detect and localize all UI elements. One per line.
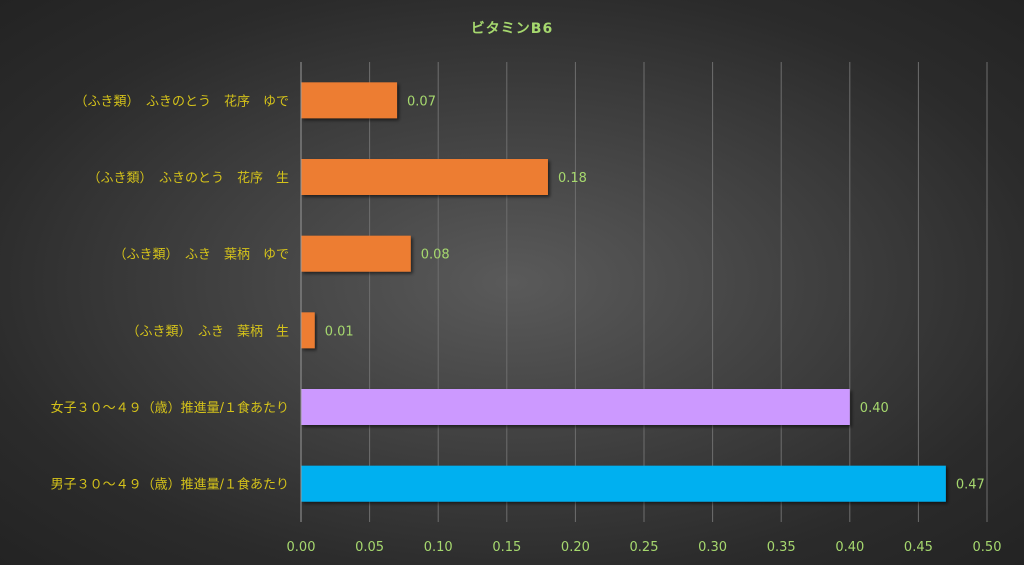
bar xyxy=(301,465,946,502)
data-label: 0.01 xyxy=(325,324,354,339)
data-label: 0.08 xyxy=(421,248,450,263)
data-label: 0.47 xyxy=(956,478,985,493)
x-tick-label: 0.40 xyxy=(835,540,864,555)
x-tick-label: 0.05 xyxy=(355,540,384,555)
x-tick-label: 0.35 xyxy=(767,540,796,555)
x-tick-label: 0.20 xyxy=(561,540,590,555)
x-tick-label: 0.15 xyxy=(492,540,521,555)
bar xyxy=(301,312,315,349)
bar xyxy=(301,159,548,195)
x-tick-label: 0.50 xyxy=(973,540,1002,555)
x-tick-label: 0.45 xyxy=(904,540,933,555)
x-tick-label: 0.30 xyxy=(698,540,727,555)
data-label: 0.18 xyxy=(558,171,587,186)
category-label: （ふき類） ふき 葉柄 ゆで xyxy=(113,248,289,263)
bar xyxy=(301,389,850,425)
category-label: （ふき類） ふきのとう 花序 ゆで xyxy=(74,93,289,109)
category-label: 男子３０～４９（歳）推進量/１食あたり xyxy=(51,477,289,493)
x-tick-label: 0.00 xyxy=(287,540,316,555)
chart-title: ビタミンB6 xyxy=(470,21,554,37)
data-label: 0.07 xyxy=(407,94,436,109)
bar xyxy=(301,82,398,119)
data-label: 0.40 xyxy=(860,401,889,416)
category-label: 女子３０～４９（歳）推進量/１食あたり xyxy=(51,400,289,416)
category-label: （ふき類） ふき 葉柄 生 xyxy=(126,324,289,339)
x-tick-label: 0.10 xyxy=(424,540,453,555)
bar xyxy=(301,235,411,272)
category-label: （ふき類） ふきのとう 花序 生 xyxy=(87,170,289,186)
x-tick-label: 0.25 xyxy=(630,540,659,555)
